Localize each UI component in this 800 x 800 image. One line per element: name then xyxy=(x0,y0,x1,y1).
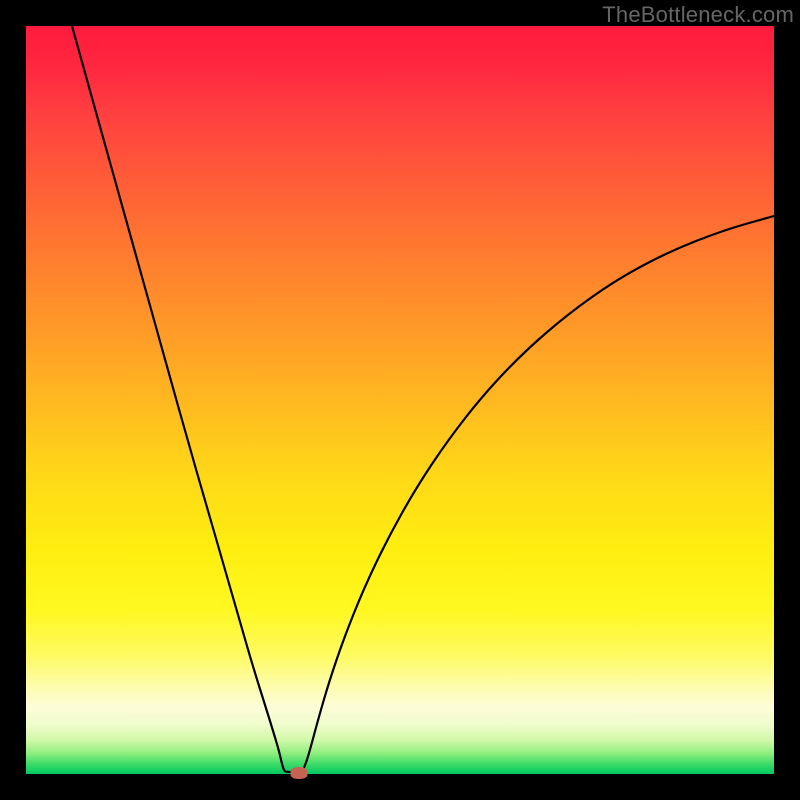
gradient-background xyxy=(26,26,774,774)
bottleneck-marker xyxy=(291,767,308,779)
chart-plot-area xyxy=(26,26,774,774)
watermark-text: TheBottleneck.com xyxy=(602,2,794,28)
